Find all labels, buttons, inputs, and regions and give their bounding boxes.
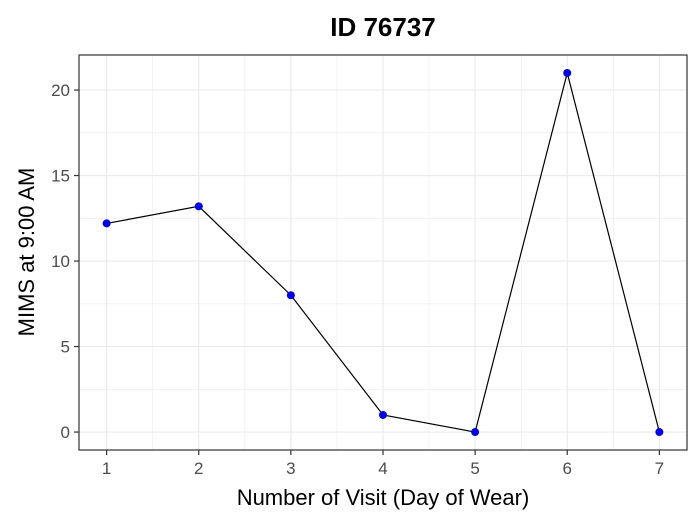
- x-tick-label: 3: [286, 459, 295, 478]
- data-point: [286, 291, 295, 300]
- data-point: [102, 219, 111, 228]
- y-tick-label: 5: [61, 338, 70, 357]
- x-tick-label: 1: [102, 459, 111, 478]
- x-tick-label: 6: [563, 459, 572, 478]
- x-tick-label: 5: [470, 459, 479, 478]
- y-tick-label: 10: [51, 252, 70, 271]
- data-point: [379, 410, 387, 419]
- x-tick-label: 7: [655, 459, 664, 478]
- series-points: [102, 68, 664, 437]
- x-tick-label: 4: [378, 459, 387, 478]
- y-tick-label: 15: [51, 167, 70, 186]
- x-tick-label: 2: [194, 459, 203, 478]
- chart-title: ID 76737: [330, 12, 436, 42]
- data-point: [194, 202, 203, 211]
- data-point: [563, 68, 572, 77]
- data-point: [471, 428, 480, 437]
- axis-ticks: 1 2 3 4 5 6 7 0 5 10 15 20: [51, 81, 664, 478]
- y-tick-label: 0: [61, 423, 70, 442]
- x-axis-label: Number of Visit (Day of Wear): [237, 485, 530, 510]
- gridlines: [79, 55, 687, 450]
- data-point: [655, 428, 664, 437]
- y-tick-label: 20: [51, 81, 70, 100]
- y-axis-label: MIMS at 9:00 AM: [14, 168, 39, 337]
